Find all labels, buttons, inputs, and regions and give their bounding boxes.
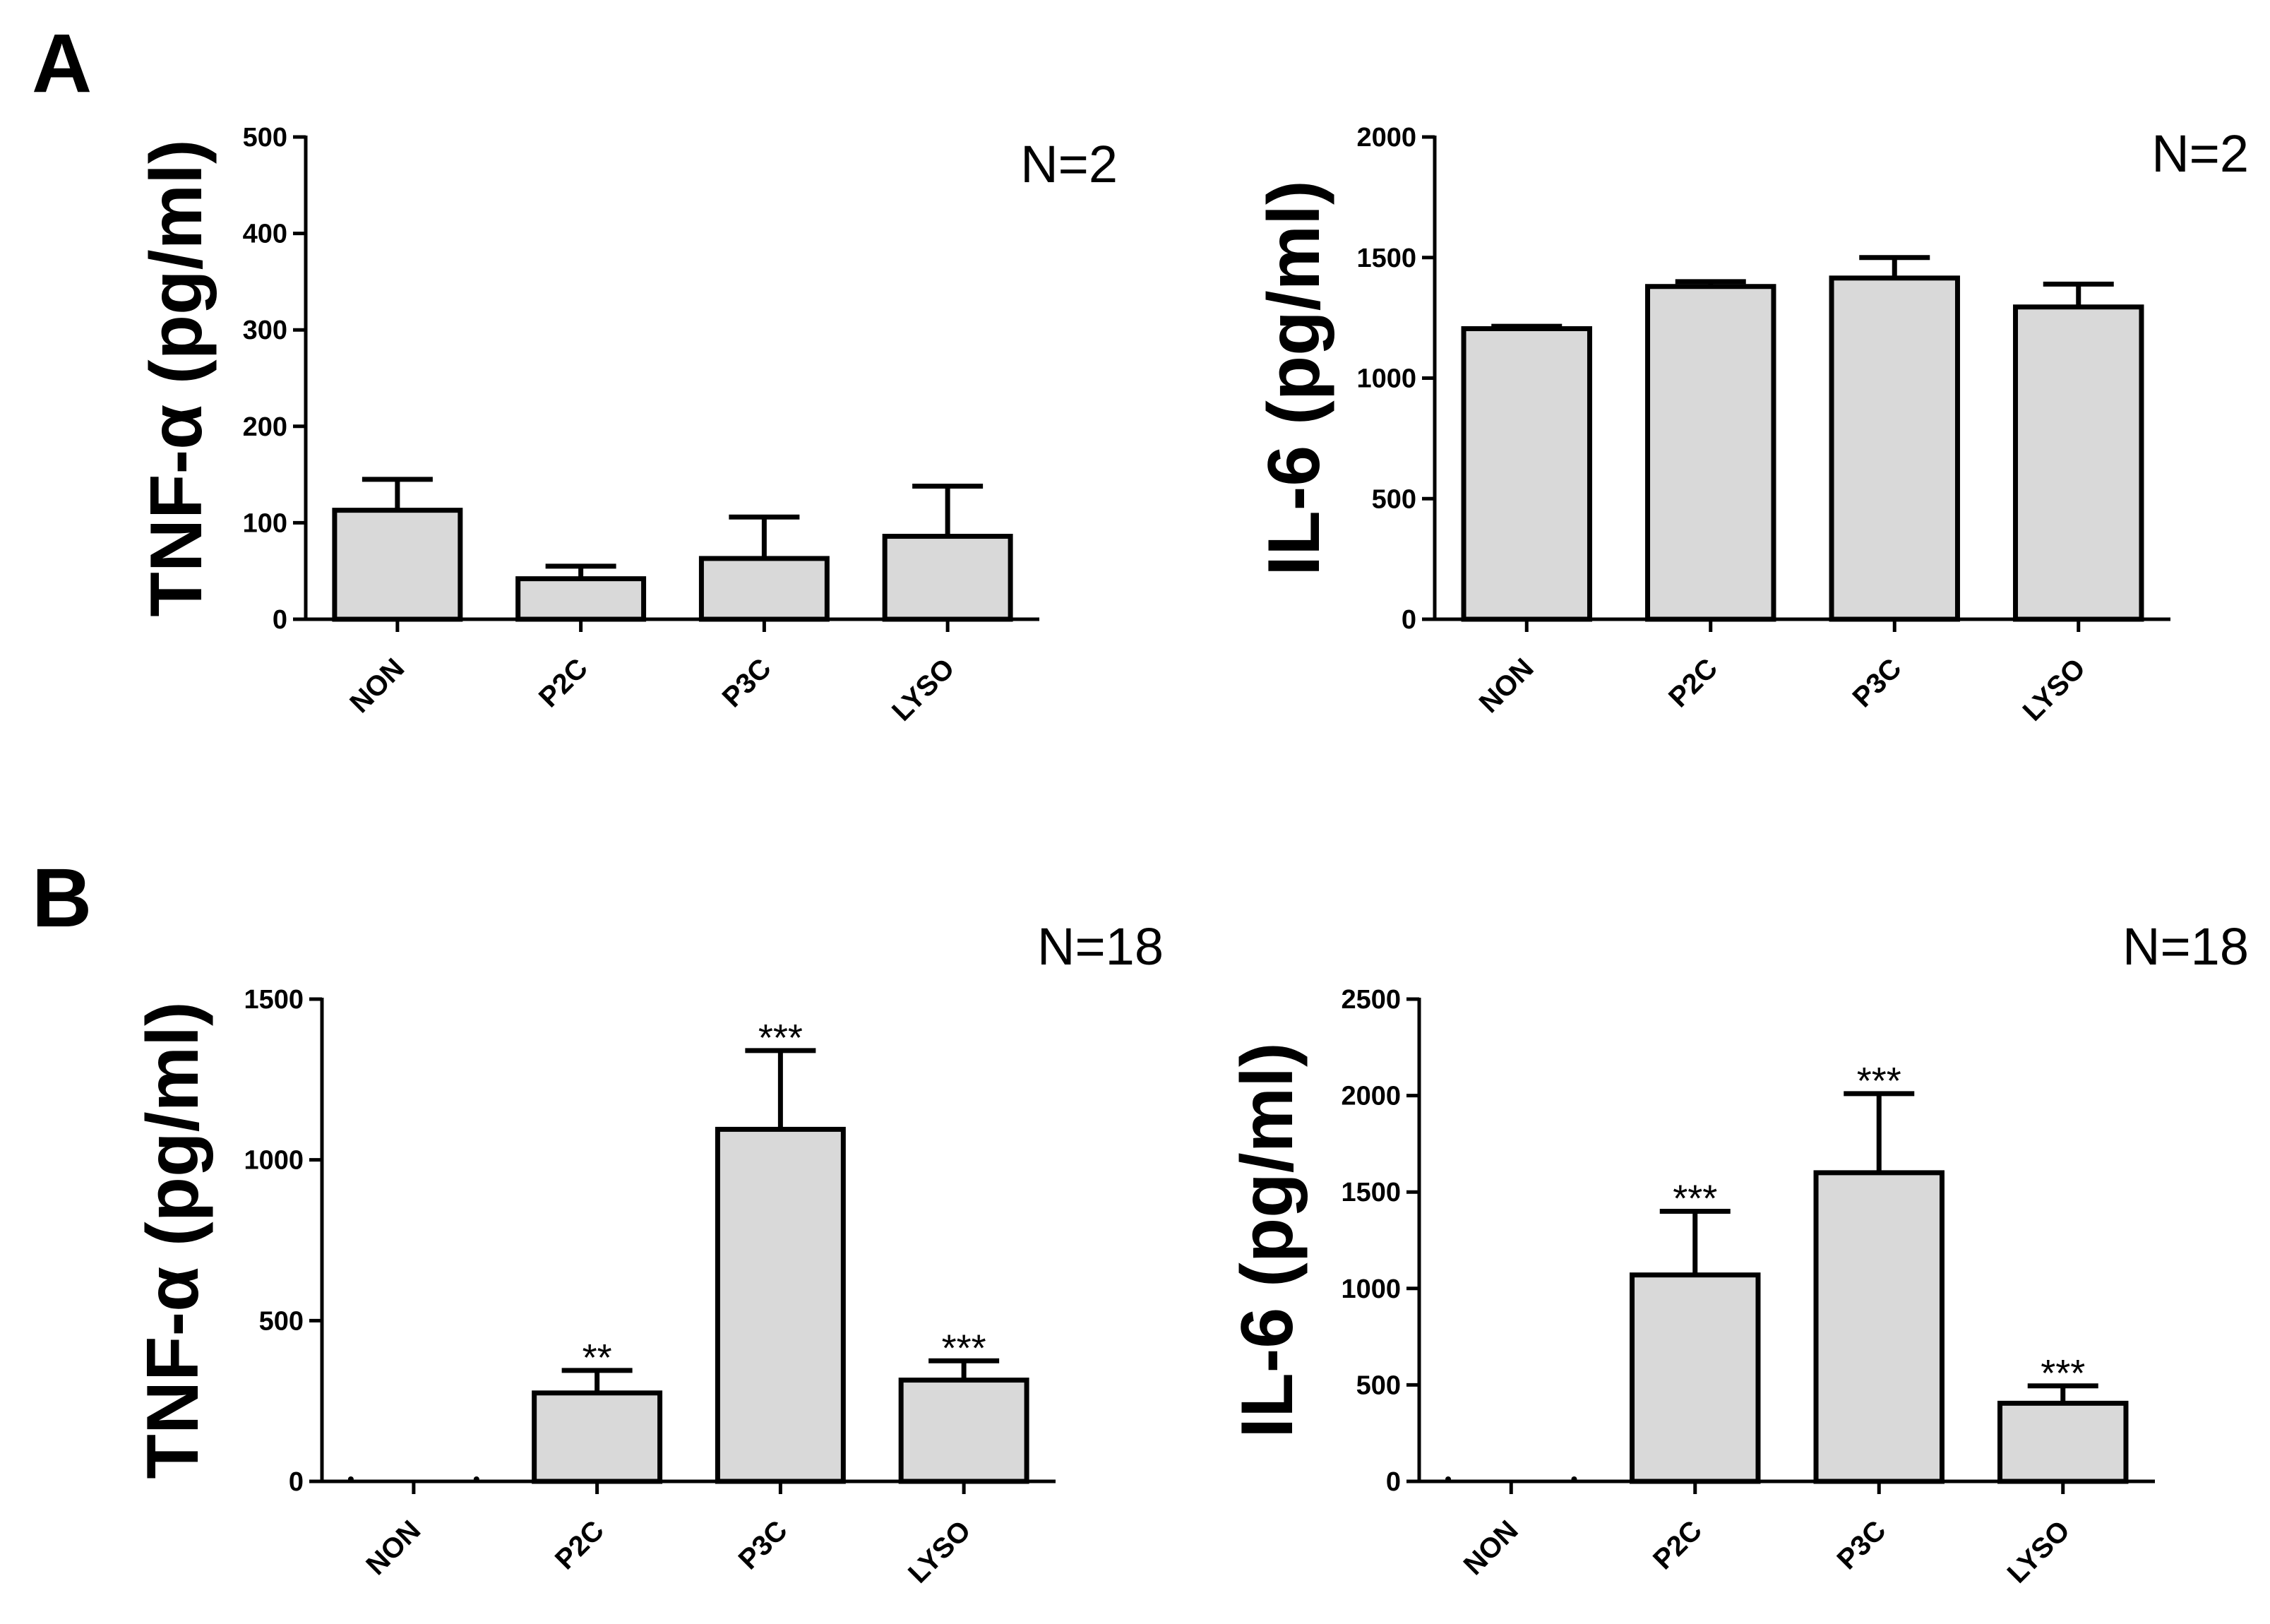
bar-p2c bbox=[1630, 1272, 1761, 1484]
y-tick-label: 400 bbox=[243, 220, 287, 249]
bar-p2c bbox=[1645, 284, 1776, 622]
y-tick-label: 1000 bbox=[1341, 1274, 1401, 1304]
bar-lyso bbox=[898, 1378, 1029, 1484]
y-tick-label: 200 bbox=[243, 412, 287, 442]
sample-size-label: N=18 bbox=[1037, 917, 1164, 976]
x-tick-label: P2C bbox=[1647, 1515, 1708, 1575]
bar-non-right-edge bbox=[473, 1476, 479, 1482]
y-tick-label: 500 bbox=[243, 123, 287, 153]
bar-p3c bbox=[1829, 275, 1960, 622]
y-tick-label: 1500 bbox=[244, 985, 304, 1015]
x-tick-label: LYSO bbox=[886, 652, 961, 727]
chart-2: 0 500 1000 1500 2000 IL-6 (pg/ml) N=2 NON P2C P3C… bbox=[1253, 123, 2249, 727]
y-tick-label: 300 bbox=[243, 316, 287, 345]
bar-non-left-edge bbox=[1445, 1476, 1452, 1482]
sample-size-label: N=2 bbox=[2151, 124, 2249, 183]
y-tick-label: 2500 bbox=[1341, 985, 1401, 1015]
x-tick-label: LYSO bbox=[2017, 652, 2092, 727]
y-tick-label: 1500 bbox=[1341, 1178, 1401, 1207]
bar-lyso bbox=[2013, 304, 2144, 622]
x-tick-label: P2C bbox=[1663, 652, 1724, 713]
y-tick-label: 2000 bbox=[1356, 123, 1416, 153]
x-tick-label: NON bbox=[360, 1515, 426, 1581]
y-tick-label: 1000 bbox=[244, 1146, 304, 1176]
bar-non bbox=[332, 508, 463, 622]
chart-1: 0 100 200 300 400 500 TNF-α (pg/ml) N=2 NON P2C P3… bbox=[136, 123, 1118, 727]
bar-non-right-edge bbox=[1571, 1476, 1577, 1482]
y-tick-label: 0 bbox=[289, 1467, 304, 1497]
y-tick-label: 0 bbox=[1402, 605, 1416, 635]
x-tick-label: P2C bbox=[549, 1515, 610, 1575]
y-tick-label: 500 bbox=[1372, 484, 1416, 514]
x-tick-label: P3C bbox=[1831, 1515, 1892, 1575]
y-tick-label: 500 bbox=[1356, 1371, 1401, 1400]
panel-label-b: B bbox=[32, 852, 92, 945]
y-tick-label: 0 bbox=[273, 605, 287, 635]
chart-4: 0 500 1000 1500 2000 2500 IL-6 (pg/ml) N=18 NON *… bbox=[1226, 917, 2249, 1589]
significance-marker: *** bbox=[1857, 1060, 1901, 1102]
x-tick-label: NON bbox=[1474, 652, 1540, 719]
significance-marker: *** bbox=[942, 1327, 986, 1369]
bar-p3c bbox=[1813, 1170, 1945, 1484]
y-axis-title: IL-6 (pg/ml) bbox=[1253, 180, 1335, 575]
y-axis-title: TNF-α (pg/ml) bbox=[132, 1001, 214, 1479]
y-tick-label: 100 bbox=[243, 508, 287, 538]
y-tick-label: 1000 bbox=[1356, 364, 1416, 394]
y-tick-label: 1500 bbox=[1356, 244, 1416, 273]
bar-lyso bbox=[1997, 1400, 2129, 1484]
bar-p2c bbox=[532, 1390, 663, 1484]
x-tick-label: P3C bbox=[717, 652, 777, 713]
x-tick-label: LYSO bbox=[902, 1515, 977, 1589]
significance-marker: *** bbox=[2041, 1352, 2085, 1395]
y-tick-label: 500 bbox=[259, 1306, 304, 1336]
x-tick-label: P2C bbox=[533, 652, 594, 713]
bar-non bbox=[1461, 326, 1592, 622]
x-tick-label: P3C bbox=[1846, 652, 1907, 713]
y-axis-title: TNF-α (pg/ml) bbox=[136, 139, 217, 616]
bar-p2c bbox=[515, 576, 647, 622]
significance-marker: *** bbox=[1673, 1178, 1717, 1220]
y-axis-title: IL-6 (pg/ml) bbox=[1226, 1042, 1308, 1438]
bar-p3c bbox=[698, 556, 830, 622]
x-tick-label: NON bbox=[344, 652, 410, 719]
sample-size-label: N=2 bbox=[1020, 135, 1118, 193]
y-tick-label: 0 bbox=[1386, 1467, 1401, 1497]
bar-lyso bbox=[882, 534, 1013, 622]
significance-marker: ** bbox=[583, 1337, 612, 1379]
bar-p3c bbox=[715, 1126, 846, 1484]
x-tick-label: NON bbox=[1458, 1515, 1524, 1581]
chart-3: 0 500 1000 1500 TNF-α (pg/ml) N=18 NON ** P2C ***… bbox=[132, 917, 1164, 1589]
x-tick-label: LYSO bbox=[2002, 1515, 2077, 1589]
panel-label-a: A bbox=[32, 17, 92, 110]
bar-non-left-edge bbox=[347, 1476, 354, 1482]
significance-marker: *** bbox=[758, 1017, 803, 1059]
y-tick-label: 2000 bbox=[1341, 1082, 1401, 1111]
x-tick-label: P3C bbox=[733, 1515, 794, 1575]
sample-size-label: N=18 bbox=[2122, 917, 2249, 976]
